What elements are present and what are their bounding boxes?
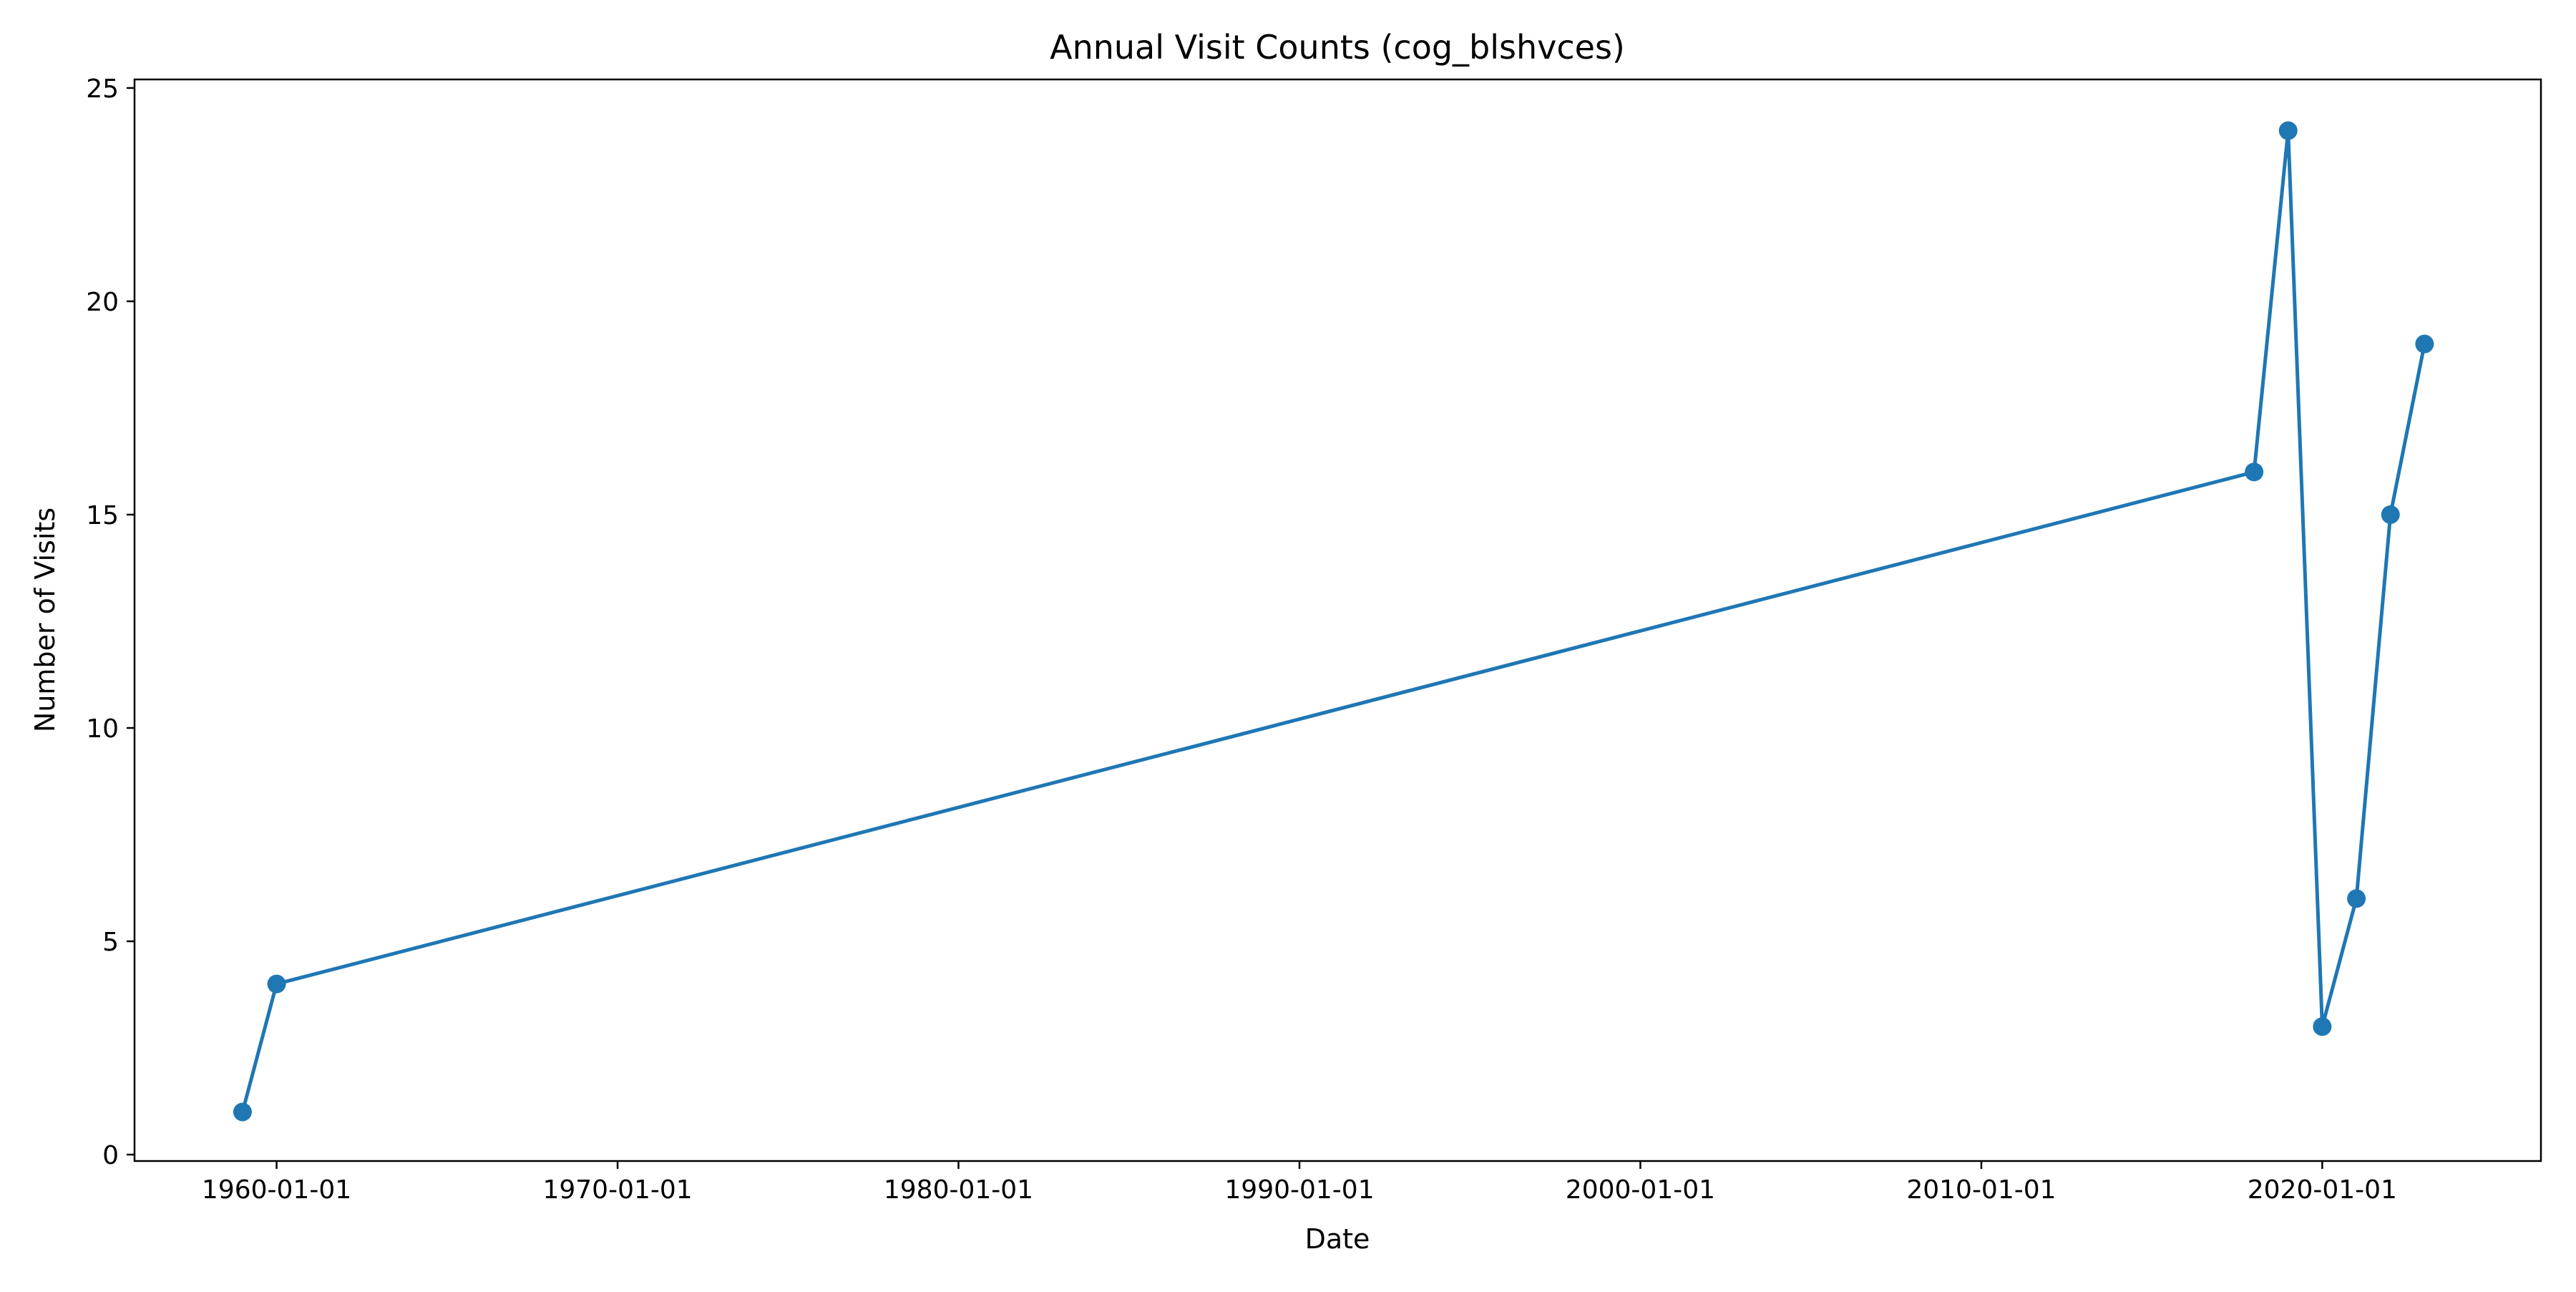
x-tick-label: 1960-01-01 <box>202 1175 351 1205</box>
data-point <box>2381 505 2400 524</box>
y-tick-label: 10 <box>86 714 119 744</box>
y-tick-label: 25 <box>86 74 119 104</box>
y-tick-label: 20 <box>86 288 119 317</box>
data-point <box>233 1102 252 1122</box>
data-point <box>2347 889 2366 908</box>
x-tick-label: 2000-01-01 <box>1566 1175 1715 1205</box>
x-axis-ticks: 1960-01-01 1970-01-01 1980-01-01 1990-01-01… <box>202 1161 2397 1205</box>
y-axis-label: Number of Visits <box>29 507 61 732</box>
series-line <box>240 129 2426 1113</box>
y-tick-label: 5 <box>102 928 119 957</box>
y-tick-label: 0 <box>102 1141 119 1170</box>
chart-title: Annual Visit Counts (cog_blshvces) <box>1050 28 1625 67</box>
data-point <box>267 974 286 994</box>
plot-area-frame <box>133 78 2542 1162</box>
x-tick-label: 1990-01-01 <box>1224 1175 1374 1205</box>
x-axis-label: Date <box>1305 1223 1370 1255</box>
data-point <box>2415 334 2434 354</box>
data-point <box>2245 462 2264 482</box>
x-tick-label: 2020-01-01 <box>2248 1175 2397 1205</box>
y-tick-label: 15 <box>86 501 119 530</box>
series-layer <box>233 121 2434 1122</box>
data-point <box>2313 1017 2332 1036</box>
x-tick-label: 1970-01-01 <box>542 1175 692 1205</box>
x-tick-label: 2010-01-01 <box>1906 1175 2056 1205</box>
data-point <box>2278 121 2298 140</box>
y-axis-ticks: 0 5 10 15 20 25 <box>86 74 135 1170</box>
x-tick-label: 1980-01-01 <box>884 1175 1033 1205</box>
